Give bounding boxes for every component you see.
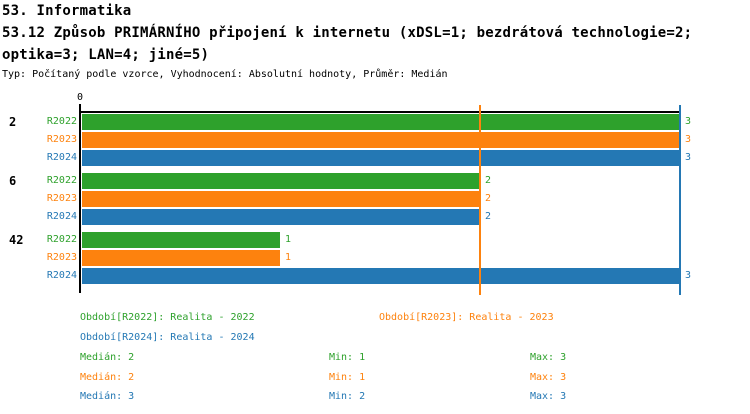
median-line-R2023	[479, 105, 481, 295]
bar-value-label-R2024-6: 2	[485, 211, 492, 222]
row-label-R2023-6: R2023	[46, 193, 77, 204]
category-label-2: 2	[9, 115, 17, 129]
stat-min-r2023: Min: 1	[329, 372, 366, 383]
bar-R2023-6	[82, 191, 480, 207]
chart-meta-line: Typ: Počítaný podle vzorce, Vyhodnocení:…	[2, 69, 448, 80]
bar-R2022-42	[82, 232, 280, 248]
stat-median-r2023: Medián: 2	[80, 372, 135, 383]
bar-value-label-R2023-42: 1	[285, 252, 292, 263]
row-label-R2023-2: R2023	[46, 134, 77, 145]
bar-value-label-R2024-42: 3	[685, 270, 692, 281]
bar-R2023-2	[82, 132, 680, 148]
row-label-R2023-42: R2023	[46, 252, 77, 263]
stat-max-r2023: Max: 3	[530, 372, 567, 383]
bar-R2022-6	[82, 173, 480, 189]
category-label-42: 42	[9, 233, 24, 247]
row-label-R2024-2: R2024	[46, 152, 77, 163]
row-label-R2024-42: R2024	[46, 270, 77, 281]
category-axis-line	[79, 104, 81, 293]
row-label-R2022-6: R2022	[46, 175, 77, 186]
stat-max-r2022: Max: 3	[530, 352, 567, 363]
bar-value-label-R2022-6: 2	[485, 175, 492, 186]
question-title-line1: 53.12 Způsob PRIMÁRNÍHO připojení k inte…	[2, 25, 693, 41]
bar-R2024-2	[82, 150, 680, 166]
question-title-line2: optika=3; LAN=4; jiné=5)	[2, 47, 210, 63]
section-title: 53. Informatika	[2, 3, 132, 19]
value-axis-line	[79, 111, 681, 113]
row-label-R2024-6: R2024	[46, 211, 77, 222]
bar-value-label-R2024-2: 3	[685, 152, 692, 163]
bar-R2023-42	[82, 250, 280, 266]
bar-value-label-R2022-2: 3	[685, 116, 692, 127]
bar-value-label-R2022-42: 1	[285, 234, 292, 245]
bar-R2022-2	[82, 114, 680, 130]
bar-R2024-42	[82, 268, 680, 284]
stat-max-r2024: Max: 3	[530, 391, 567, 402]
stat-median-r2022: Medián: 2	[80, 352, 135, 363]
median-line-R2024	[679, 105, 681, 295]
legend-r2022: Období[R2022]: Realita - 2022	[80, 312, 255, 323]
bar-R2024-6	[82, 209, 480, 225]
category-label-6: 6	[9, 174, 17, 188]
bar-value-label-R2023-6: 2	[485, 193, 492, 204]
axis-tick-zero-label: 0	[76, 92, 84, 103]
bar-value-label-R2023-2: 3	[685, 134, 692, 145]
stat-median-r2024: Medián: 3	[80, 391, 135, 402]
legend-r2024: Období[R2024]: Realita - 2024	[80, 332, 255, 343]
legend-r2023: Období[R2023]: Realita - 2023	[379, 312, 554, 323]
row-label-R2022-2: R2022	[46, 116, 77, 127]
stat-min-r2024: Min: 2	[329, 391, 366, 402]
stat-min-r2022: Min: 1	[329, 352, 366, 363]
row-label-R2022-42: R2022	[46, 234, 77, 245]
